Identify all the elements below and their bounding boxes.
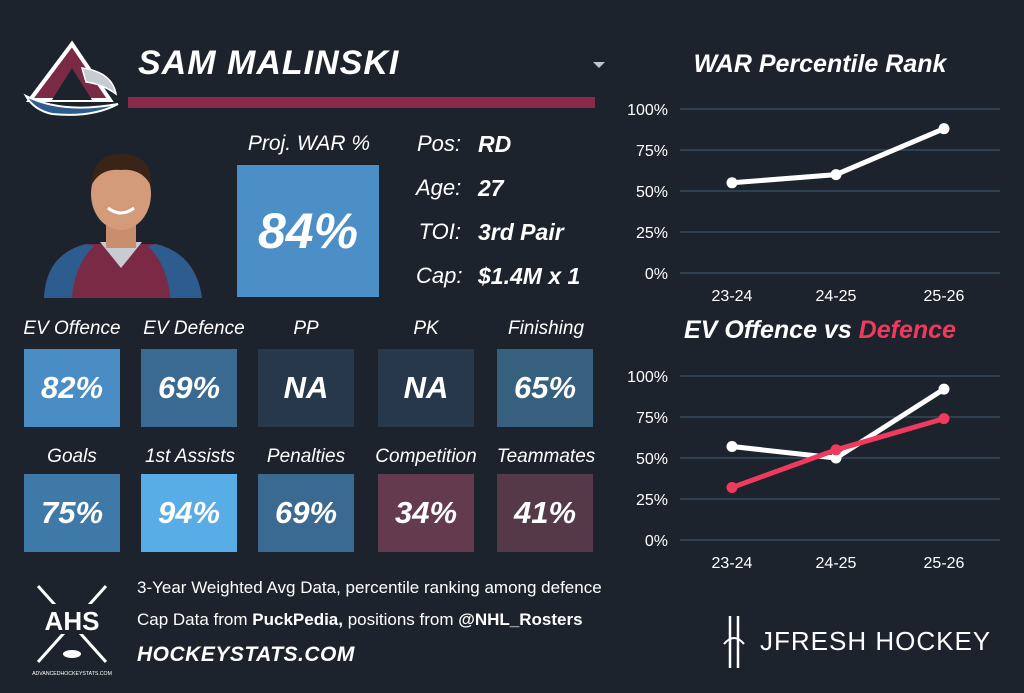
stat-label-pp: PP [293,318,319,339]
ahs-logo-text: AHS [45,606,100,636]
footer-cap-middle: positions from [342,610,459,629]
chart1-y-tick-label: 100% [627,102,668,119]
jfresh-hockey-logo: JFRESH HOCKEY [723,616,991,668]
stat-box-ev-defence: 69% [141,349,237,427]
player-name: SAM MALINSKI [138,44,400,82]
chart2-y-tick-label: 100% [627,369,668,386]
name-underline-bar [128,97,595,108]
pos-label: Pos: [416,131,461,156]
footer-cap-note: Cap Data from PuckPedia, positions from … [137,610,583,630]
stat-box-pk: NA [378,349,474,427]
chevron-down-icon[interactable] [593,62,605,68]
stat-box-1st-assists: 94% [141,474,237,552]
chart1-title: WAR Percentile Rank [693,50,947,78]
stat-label-penalties: Penalties [266,446,346,467]
stat-label-finishing: Finishing [507,318,585,339]
player-headshot [44,154,202,298]
chart2-x-tick-label: 23-24 [712,555,753,572]
chart2-y-tick-label: 0% [645,533,668,550]
chart2-title: EV Offence vs Defence [630,316,1010,345]
cap-label: Cap: [416,263,463,288]
age-value: 27 [478,175,504,201]
chart1-y-tick-label: 0% [645,266,668,283]
stat-box-penalties: 69% [258,474,354,552]
chart1-point [938,123,950,135]
ahs-logo: AHS ADVANCEDHOCKEYSTATS.COM [32,584,112,677]
ahs-logo-url: ADVANCEDHOCKEYSTATS.COM [32,671,112,677]
proj-war-value: 84% [237,165,379,297]
war-percentile-chart: 0% 25% 50% 75% 100% 23-24 24-25 25-26 [627,102,1000,305]
chart2-point [938,413,950,425]
stat-label-goals: Goals [47,446,97,467]
chart2-title-part2: Defence [858,316,956,344]
stat-label-1st-assists: 1st Assists [144,446,236,467]
stat-label-competition: Competition [375,446,477,467]
chart2-point [830,444,842,456]
pos-value: RD [478,131,512,157]
jfresh-hockey-text: JFRESH HOCKEY [760,626,991,656]
chart1-y-tick-label: 25% [636,225,668,242]
age-label: Age: [416,175,462,200]
chart1-x-tick-label: 24-25 [816,288,857,305]
stat-label-ev-offence: EV Offence [23,318,121,339]
footer-cap-prefix: Cap Data from [137,610,253,629]
footer-data-note: 3-Year Weighted Avg Data, percentile ran… [137,578,602,597]
chart2-x-tick-label: 25-26 [924,555,965,572]
stat-label-pk: PK [413,318,439,339]
chart1-y-tick-label: 75% [636,143,668,160]
chart1-x-tick-label: 23-24 [712,288,753,305]
toi-label: TOI: [418,219,461,244]
stat-box-pp: NA [258,349,354,427]
hockeystats-link[interactable]: HOCKEYSTATS.COM [137,643,355,666]
chart2-y-tick-label: 25% [636,492,668,509]
chart2-title-part1: EV Offence vs [684,316,859,344]
chart1-y-tick-label: 50% [636,184,668,201]
stat-box-teammates: 41% [497,474,593,552]
chart2-point [726,441,738,453]
stat-label-ev-defence: EV Defence [143,318,245,339]
chart2-y-tick-label: 50% [636,451,668,468]
chart1-point [830,169,842,181]
stat-label-teammates: Teammates [496,446,596,467]
chart2-y-tick-label: 75% [636,410,668,427]
stat-box-competition: 34% [378,474,474,552]
chart1-point [726,177,738,189]
stat-box-finishing: 65% [497,349,593,427]
proj-war-label: Proj. WAR % [247,132,371,155]
puckpedia-link[interactable]: PuckPedia, [252,610,343,629]
team-logo [23,40,119,116]
ev-offence-defence-chart: 0% 25% 50% 75% 100% 23-24 24-25 25-26 [627,369,1000,572]
toi-value: 3rd Pair [478,219,564,245]
chart2-point [938,383,950,395]
stat-box-ev-offence: 82% [24,349,120,427]
chart2-x-tick-label: 24-25 [816,555,857,572]
stat-box-goals: 75% [24,474,120,552]
chart1-x-tick-label: 25-26 [924,288,965,305]
cap-value: $1.4M x 1 [478,263,581,289]
chart2-point [830,452,842,464]
chart2-point [726,482,738,494]
nhl-rosters-link[interactable]: @NHL_Rosters [458,610,583,629]
